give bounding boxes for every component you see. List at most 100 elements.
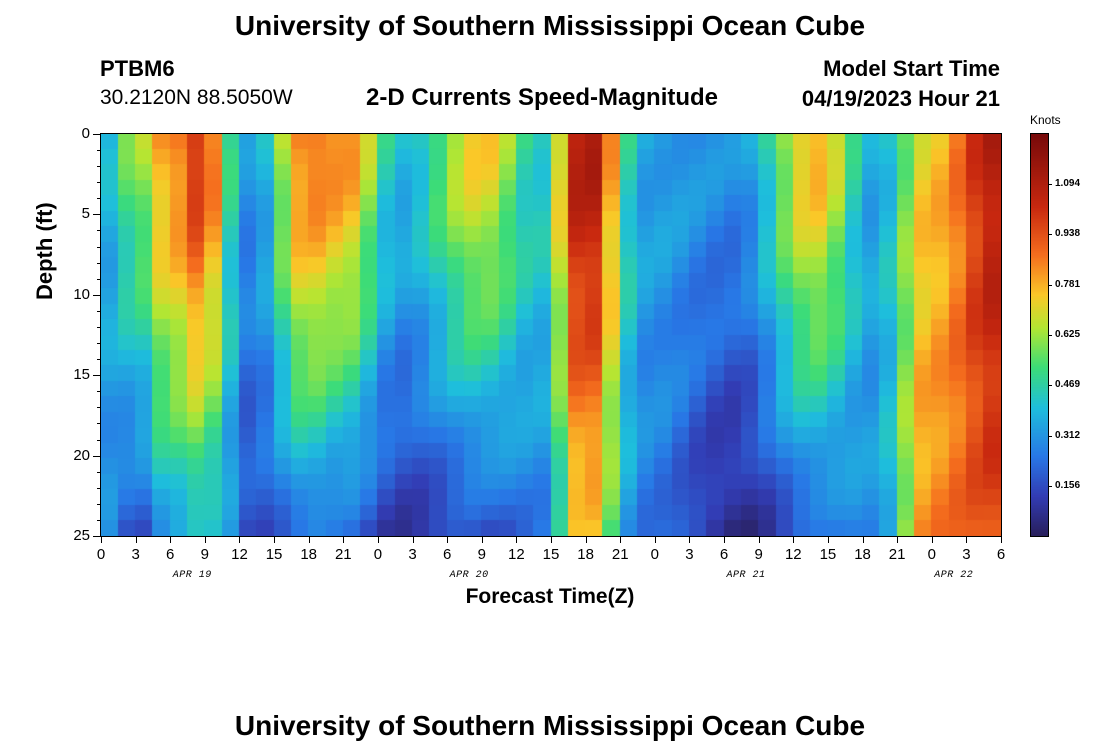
model-start-label: Model Start Time [823,56,1000,81]
y-tick-label: 20 [73,446,90,464]
y-minor-tick [97,359,101,361]
y-minor-tick [97,536,101,537]
y-tick-label: 25 [73,527,90,544]
station-id: PTBM6 [100,56,175,81]
x-tick-mark [481,536,483,543]
x-tick-label: 9 [200,546,210,563]
y-tick-label: 10 [73,285,90,303]
colorbar-tick-mark [1048,385,1052,387]
colorbar-tick-mark [1048,184,1052,186]
x-tick-mark [793,536,795,543]
x-tick-label: 9 [477,546,486,563]
x-tick-mark [758,536,760,543]
x-tick-mark [101,536,102,543]
x-tick-mark [897,536,899,543]
y-minor-tick [97,182,101,184]
x-tick-mark [689,536,691,543]
model-start-time: 04/19/2023 Hour 21 [801,86,1000,111]
y-minor-tick [97,294,101,296]
x-axis-label: Forecast Time(Z) [465,585,635,608]
y-minor-tick [97,407,101,409]
y-tick-label: 15 [73,366,90,384]
y-minor-tick [97,262,101,264]
colorbar-tick-label: 0.469 [1055,379,1081,391]
y-minor-tick [97,503,101,505]
date-label: APR 20 [449,570,489,581]
x-tick-mark [308,536,310,543]
x-tick-label: 12 [231,546,248,563]
y-axis-label: Depth (ft) [32,202,57,300]
x-tick-mark [654,536,656,543]
x-tick-label: 0 [927,546,936,563]
x-tick-label: 3 [131,546,140,563]
y-minor-tick [97,519,101,521]
date-label: APR 21 [726,570,766,581]
colorbar-tick-label: 0.938 [1055,228,1081,240]
y-minor-tick [97,471,101,473]
x-tick-label: 21 [334,546,352,563]
x-tick-mark [966,536,968,543]
y-minor-tick [97,230,101,232]
colorbar-gradient [1031,134,1048,536]
x-tick-mark [551,536,552,543]
x-tick-mark [239,536,241,543]
x-tick-label: 0 [650,546,660,563]
y-minor-tick [97,246,101,248]
heatmap-canvas [101,134,1001,536]
y-minor-tick [97,134,101,135]
date-label: APR 19 [172,570,212,581]
x-tick-mark [1001,536,1002,543]
x-tick-mark [931,536,933,543]
x-tick-label: 9 [754,546,763,563]
x-tick-label: 15 [265,546,283,563]
x-tick-mark [170,536,172,543]
y-minor-tick [97,439,101,441]
x-tick-mark [827,536,829,543]
x-tick-label: 6 [719,546,729,563]
x-tick-label: 12 [508,546,525,563]
y-minor-tick [97,375,101,377]
x-tick-label: 3 [685,546,694,563]
y-minor-tick [97,343,101,345]
x-tick-label: 12 [784,546,802,563]
x-tick-mark [412,536,414,543]
x-tick-mark [377,536,379,543]
x-tick-label: 6 [166,546,175,563]
x-tick-label: 0 [96,546,106,563]
colorbar [1030,133,1049,537]
x-tick-label: 6 [442,546,452,563]
x-tick-label: 3 [962,546,971,563]
x-tick-mark [343,536,345,543]
x-tick-label: 21 [888,546,906,563]
colorbar-tick-label: 1.094 [1055,178,1081,190]
colorbar-tick-mark [1048,435,1052,437]
y-minor-tick [97,391,101,393]
x-tick-label: 18 [300,546,318,563]
y-minor-tick [97,310,101,312]
footer-title: University of Southern Mississippi Ocean… [234,710,866,741]
colorbar-tick-mark [1048,234,1052,236]
y-minor-tick [97,278,101,280]
x-tick-label: 18 [854,546,871,563]
x-tick-label: 21 [611,546,629,563]
chart-title: 2-D Currents Speed-Magnitude [366,84,719,111]
colorbar-tick-label: 0.312 [1055,429,1081,441]
colorbar-tick-label: 0.781 [1055,278,1081,290]
y-minor-tick [97,166,101,168]
y-tick-label: 0 [81,125,90,142]
x-tick-label: 6 [996,546,1006,563]
y-minor-tick [97,455,101,457]
station-coordinates: 30.2120N 88.5050W [100,86,293,109]
x-tick-label: 18 [577,546,594,563]
y-minor-tick [97,326,101,328]
y-minor-tick [97,487,101,489]
heatmap-plot [100,133,1002,537]
x-tick-label: 15 [819,546,837,563]
colorbar-tick-label: 0.625 [1055,329,1081,340]
colorbar-tick-mark [1048,335,1052,336]
colorbar-tick-mark [1048,485,1052,487]
y-minor-tick [97,150,101,152]
colorbar-tick-label: 0.156 [1055,479,1081,491]
y-minor-tick [97,214,101,216]
x-tick-mark [516,536,518,543]
